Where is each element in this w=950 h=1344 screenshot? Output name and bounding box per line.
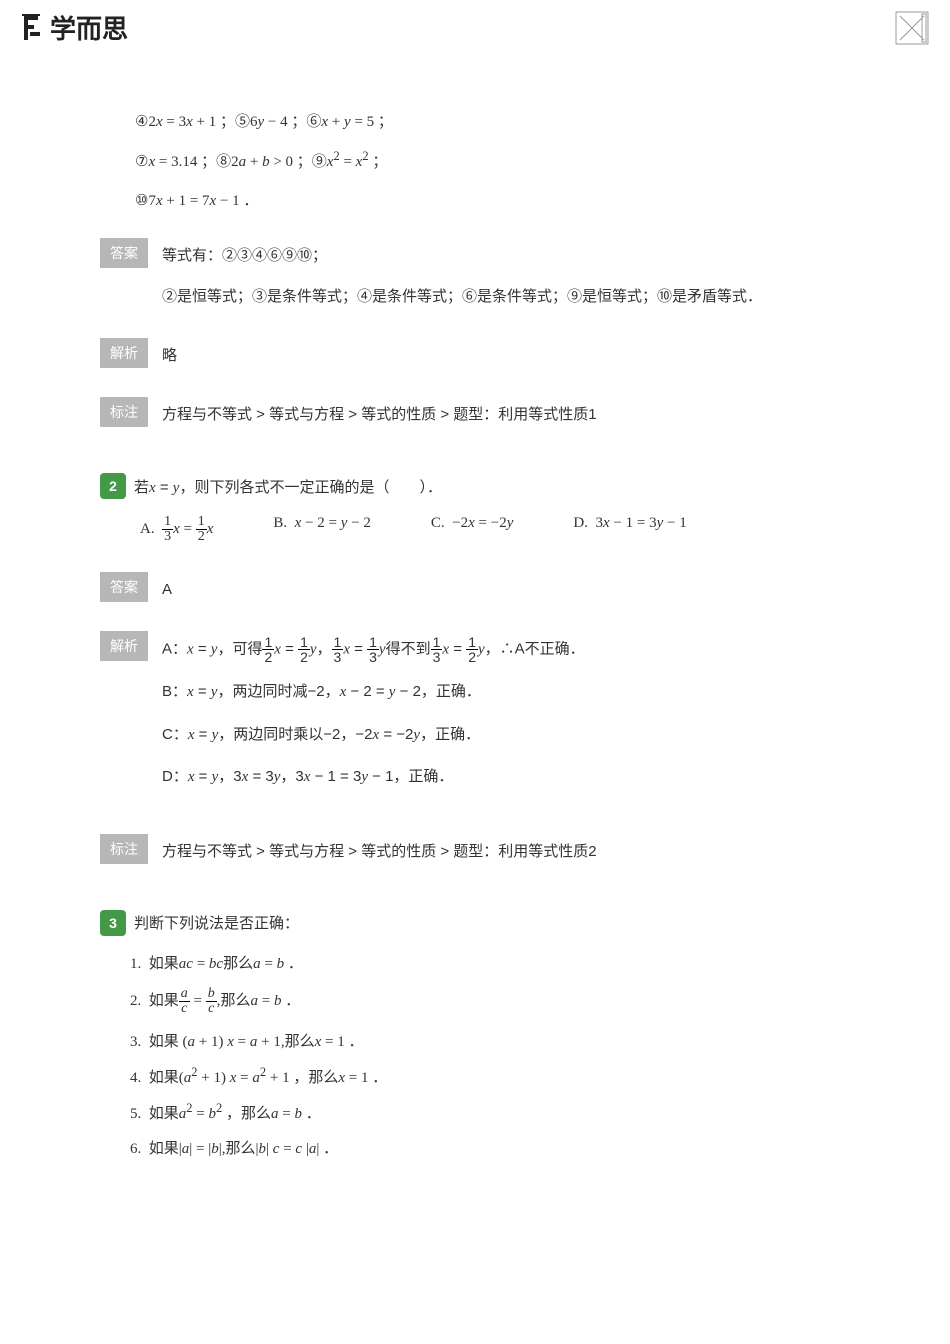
q3-stem-text: 判断下列说法是否正确： xyxy=(134,912,299,933)
q2-tag-content: 方程与不等式 > 等式与方程 > 等式的性质 > 题型：利用等式性质2 xyxy=(162,834,597,865)
q2-analysis-row: 解析 A：x = y，可得12x = 12y，13x = 13y得不到13x =… xyxy=(100,631,850,806)
q2-tag-row: 标注 方程与不等式 > 等式与方程 > 等式的性质 > 题型：利用等式性质2 xyxy=(100,834,850,865)
q2-analysis-content: A：x = y，可得12x = 12y，13x = 13y得不到13x = 12… xyxy=(162,631,585,806)
q2-analysis-b: B：x = y，两边同时减−2，x − 2 = y − 2，正确． xyxy=(162,678,585,707)
corner-decoration xyxy=(894,10,930,46)
q1-answer-line2: ②是恒等式；③是条件等式；④是条件等式；⑥是条件等式；⑨是恒等式；⑩是矛盾等式． xyxy=(162,283,762,310)
q1-tag-row: 标注 方程与不等式 > 等式与方程 > 等式的性质 > 题型：利用等式性质1 xyxy=(100,397,850,428)
q1-analysis-row: 解析 略 xyxy=(100,338,850,369)
q1-expr-line2: ⑦x = 3.14 ；⑧2a + b > 0 ；⑨x2 = x2 ； xyxy=(135,149,850,171)
page-header: 学而思 xyxy=(0,0,950,55)
q3-item-3: 3. 如果 (a + 1) x = a + 1,那么x = 1 ． xyxy=(130,1030,850,1051)
q1-answer-content: 等式有：②③④⑥⑨⑩； ②是恒等式；③是条件等式；④是条件等式；⑥是条件等式；⑨… xyxy=(162,238,762,310)
q2-answer-content: A xyxy=(162,572,172,603)
q2-choices: A. 13x = 12x B. x − 2 = y − 2 C. −2x = −… xyxy=(140,515,850,544)
q1-answer-line1: 等式有：②③④⑥⑨⑩； xyxy=(162,242,762,269)
answer-label: 答案 xyxy=(100,572,148,602)
question-3: 3 判断下列说法是否正确： 1. 如果ac = bc那么a = b ． 2. 如… xyxy=(100,910,850,1158)
question-2: 2 若x = y，则下列各式不一定正确的是（ ）． A. 13x = 12x B… xyxy=(100,473,850,865)
question-number-badge: 2 xyxy=(100,473,126,499)
q1-answer-row: 答案 等式有：②③④⑥⑨⑩； ②是恒等式；③是条件等式；④是条件等式；⑥是条件等… xyxy=(100,238,850,310)
q3-item-5: 5. 如果a2 = b2 ，那么a = b ． xyxy=(130,1101,850,1123)
q2-analysis-d: D：x = y，3x = 3y，3x − 1 = 3y − 1，正确． xyxy=(162,763,585,792)
q1-expr-line1: ④2x = 3x + 1 ；⑤6y − 4 ；⑥x + y = 5 ； xyxy=(135,110,850,131)
q3-item-2: 2. 如果ac = bc,那么a = b ． xyxy=(130,987,850,1016)
q3-item-4: 4. 如果(a2 + 1) x = a2 + 1 ，那么x = 1 ． xyxy=(130,1065,850,1087)
tag-label: 标注 xyxy=(100,834,148,864)
brand-text: 学而思 xyxy=(50,9,128,46)
q3-item-6: 6. 如果|a| = |b|,那么|b| c = c |a| ． xyxy=(130,1137,850,1158)
q2-answer-row: 答案 A xyxy=(100,572,850,603)
q2-choice-a: A. 13x = 12x xyxy=(140,515,213,544)
q2-choice-b: B. x − 2 = y − 2 xyxy=(273,515,371,544)
analysis-label: 解析 xyxy=(100,631,148,661)
answer-label: 答案 xyxy=(100,238,148,268)
q2-stem-row: 2 若x = y，则下列各式不一定正确的是（ ）． xyxy=(100,473,850,499)
q2-analysis-c: C：x = y，两边同时乘以−2，−2x = −2y，正确． xyxy=(162,721,585,750)
brand-icon xyxy=(20,14,44,42)
q1-expr-line3: ⑩7x + 1 = 7x − 1 ． xyxy=(135,189,850,210)
analysis-label: 解析 xyxy=(100,338,148,368)
q1-tag-content: 方程与不等式 > 等式与方程 > 等式的性质 > 题型：利用等式性质1 xyxy=(162,397,597,428)
page-content: ④2x = 3x + 1 ；⑤6y − 4 ；⑥x + y = 5 ； ⑦x =… xyxy=(0,55,950,1212)
tag-label: 标注 xyxy=(100,397,148,427)
question-number-badge: 3 xyxy=(100,910,126,936)
q1-analysis-content: 略 xyxy=(162,338,177,369)
q2-choice-d: D. 3x − 1 = 3y − 1 xyxy=(573,515,686,544)
q2-stem-text: 若x = y，则下列各式不一定正确的是（ ）． xyxy=(134,476,442,497)
q2-choice-c: C. −2x = −2y xyxy=(431,515,513,544)
q3-stem-row: 3 判断下列说法是否正确： xyxy=(100,910,850,936)
brand-logo: 学而思 xyxy=(20,9,128,46)
q2-analysis-a: A：x = y，可得12x = 12y，13x = 13y得不到13x = 12… xyxy=(162,635,585,664)
q3-item-1: 1. 如果ac = bc那么a = b ． xyxy=(130,952,850,973)
